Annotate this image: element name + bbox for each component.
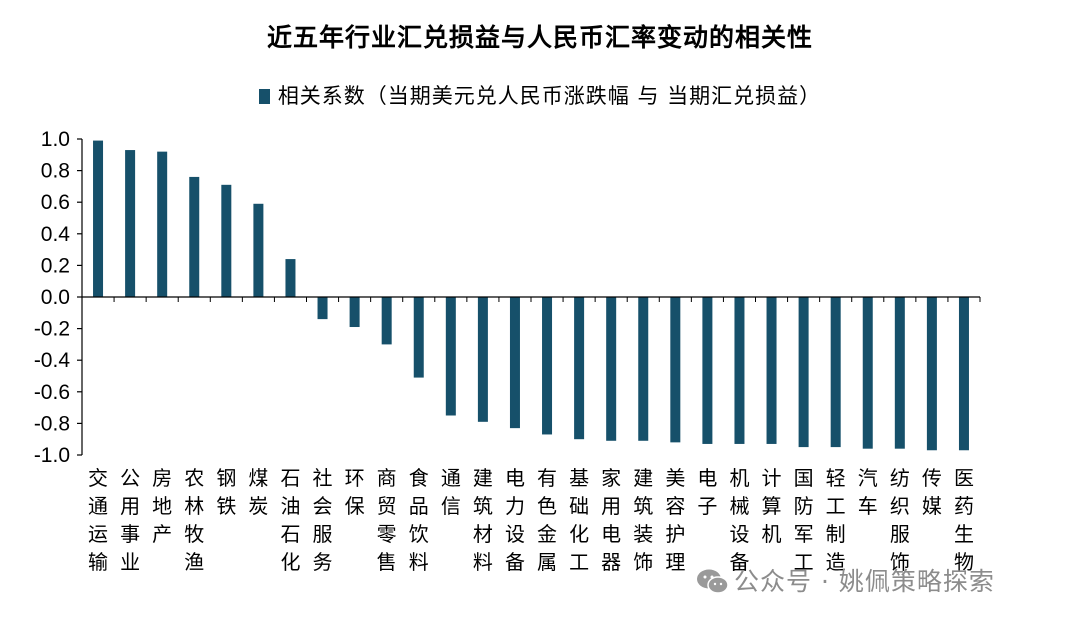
bar-通信 — [445, 297, 456, 416]
bar-基础化工 — [574, 297, 585, 440]
bar-纺织服饰 — [894, 297, 905, 449]
bar-建筑材料 — [477, 297, 488, 422]
bar-社会服务 — [317, 297, 328, 320]
bar-房地产 — [157, 151, 168, 297]
bar-轻工制造 — [830, 297, 841, 448]
category-labels: 交通运输公用事业房地产农林牧渔钢铁煤炭石油石化社会服务环保商贸零售食品饮料通信建… — [88, 466, 974, 574]
chart-title: 近五年行业汇兑损益与人民币汇率变动的相关性 — [266, 23, 813, 52]
category-label: 农林牧渔 — [184, 466, 204, 574]
category-label: 公用事业 — [120, 466, 140, 574]
y-tick-label: -0.6 — [34, 381, 70, 404]
category-label: 医药生物 — [954, 466, 974, 574]
category-label: 煤炭 — [248, 466, 268, 518]
bar-国防军工 — [798, 297, 809, 448]
category-label: 美容护理 — [665, 466, 685, 574]
category-label: 交通运输 — [88, 466, 108, 574]
bar-汽车 — [862, 297, 873, 449]
category-label: 食品饮料 — [409, 466, 429, 574]
category-label: 房地产 — [152, 466, 172, 546]
y-tick-label: 0.6 — [41, 191, 70, 214]
category-label: 汽车 — [858, 466, 878, 518]
watermark: 公众号 · 姚佩策略探索 — [696, 562, 995, 598]
category-label: 电子 — [697, 466, 717, 518]
bar-电子 — [702, 297, 713, 444]
wechat-icon — [697, 569, 729, 594]
y-tick-label: 0.8 — [41, 160, 70, 183]
category-label: 家用电器 — [601, 466, 621, 574]
category-label: 通信 — [441, 466, 461, 518]
bar-煤炭 — [253, 203, 264, 297]
category-label: 电力设备 — [505, 466, 525, 574]
category-label: 国防军工 — [794, 466, 814, 574]
category-label: 环保 — [345, 466, 365, 518]
watermark-text: 公众号 · 姚佩策略探索 — [734, 567, 995, 596]
category-label: 商贸零售 — [377, 466, 397, 574]
bar-电力设备 — [509, 297, 520, 429]
category-label: 计算机 — [762, 466, 782, 546]
y-tick-label: -0.8 — [34, 412, 70, 435]
bar-家用电器 — [606, 297, 617, 441]
category-label: 钢铁 — [216, 466, 236, 518]
bar-钢铁 — [221, 184, 232, 297]
bar-食品饮料 — [413, 297, 424, 378]
category-label: 建筑装饰 — [633, 466, 653, 574]
legend-swatch — [258, 89, 270, 104]
y-tick-label: -1.0 — [34, 444, 70, 467]
bar-机械设备 — [734, 297, 745, 444]
y-tick-label: 1.0 — [41, 128, 70, 151]
category-label: 传媒 — [922, 466, 942, 518]
bar-医药生物 — [958, 297, 969, 451]
category-label: 建筑材料 — [473, 466, 493, 574]
bar-建筑装饰 — [638, 297, 649, 441]
bar-公用事业 — [125, 150, 136, 297]
bar-有色金属 — [542, 297, 553, 435]
category-label: 石油石化 — [280, 466, 300, 574]
bar-传媒 — [926, 297, 937, 451]
category-label: 纺织服饰 — [890, 466, 910, 574]
category-label: 社会服务 — [313, 466, 333, 574]
y-tick-label: -0.2 — [34, 318, 70, 341]
x-axis — [81, 296, 981, 302]
category-label: 机械设备 — [729, 466, 749, 574]
bar-环保 — [349, 297, 360, 328]
y-tick-label: 0.2 — [41, 254, 70, 277]
category-label: 轻工制造 — [826, 466, 846, 574]
y-axis: 1.0 0.8 0.6 0.4 0.2 0.0 -0.2 -0.4 -0.6 -0.8 -1.0 — [34, 128, 83, 467]
bar-石油石化 — [285, 259, 296, 297]
y-tick-label: 0.0 — [41, 286, 70, 309]
y-tick-label: 0.4 — [41, 223, 71, 246]
bar-计算机 — [766, 297, 777, 444]
y-tick-label: -0.4 — [34, 349, 71, 372]
bar-交通运输 — [93, 140, 104, 297]
bar-美容护理 — [670, 297, 681, 443]
bar-商贸零售 — [381, 297, 392, 345]
category-label: 有色金属 — [537, 466, 557, 574]
legend-label: 相关系数（当期美元兑人民币涨跌幅 与 当期汇兑损益） — [277, 84, 822, 108]
bars — [93, 140, 969, 451]
bar-农林牧渔 — [189, 176, 200, 297]
category-label: 基础化工 — [569, 466, 589, 574]
chart-legend: 相关系数（当期美元兑人民币涨跌幅 与 当期汇兑损益） — [0, 80, 1080, 110]
